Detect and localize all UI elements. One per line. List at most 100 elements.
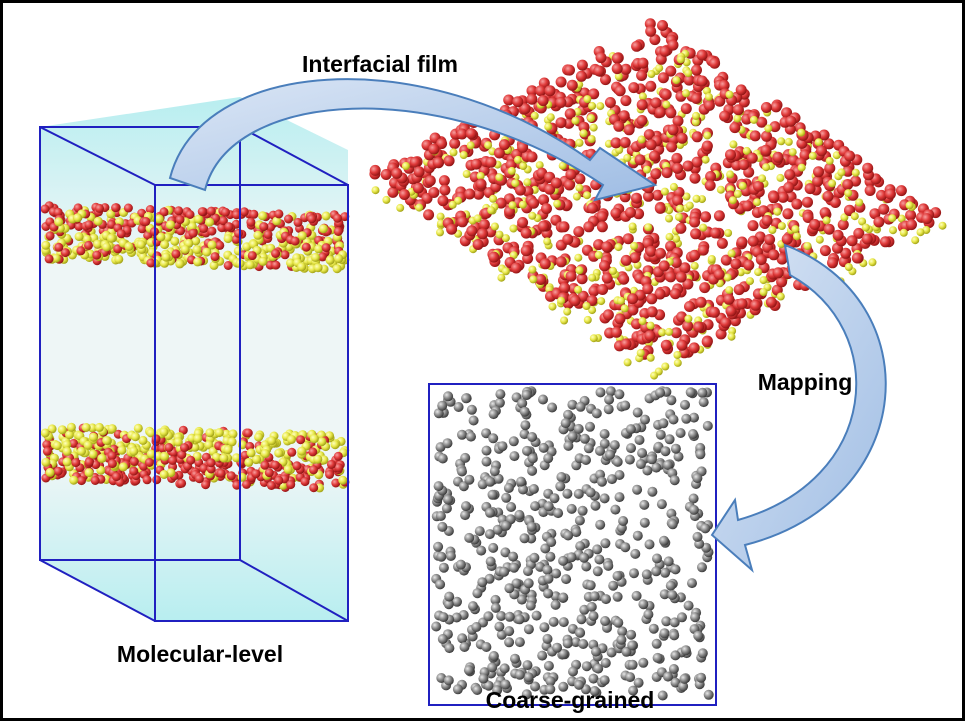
particle bbox=[543, 660, 554, 671]
particle bbox=[579, 604, 590, 615]
particle bbox=[620, 400, 631, 411]
particle bbox=[634, 435, 645, 445]
particle bbox=[206, 458, 216, 468]
particle bbox=[40, 204, 50, 214]
particle bbox=[202, 247, 212, 257]
particle bbox=[280, 250, 290, 260]
particle bbox=[223, 445, 233, 455]
particle bbox=[689, 172, 701, 184]
particle bbox=[676, 311, 688, 323]
particle bbox=[194, 214, 203, 224]
particle bbox=[563, 307, 572, 316]
particle bbox=[562, 488, 573, 499]
particle bbox=[522, 660, 533, 671]
particle bbox=[542, 633, 553, 644]
particle bbox=[622, 233, 634, 245]
particle bbox=[443, 155, 455, 167]
particle bbox=[688, 342, 700, 354]
particle bbox=[563, 179, 575, 191]
particle bbox=[650, 371, 659, 380]
particle bbox=[244, 457, 254, 467]
particle bbox=[691, 118, 700, 126]
particle bbox=[683, 600, 694, 611]
particle bbox=[141, 217, 151, 226]
particle bbox=[488, 433, 499, 444]
particle bbox=[498, 139, 510, 151]
particle bbox=[844, 204, 855, 216]
particle bbox=[644, 330, 656, 342]
particle bbox=[566, 552, 577, 563]
particle bbox=[682, 320, 694, 332]
particle bbox=[864, 185, 876, 196]
particle bbox=[690, 93, 702, 104]
particle bbox=[655, 387, 666, 398]
particle bbox=[472, 685, 483, 695]
particle bbox=[466, 404, 477, 415]
particle bbox=[633, 208, 645, 220]
particle bbox=[579, 552, 590, 563]
particle bbox=[614, 492, 625, 503]
particle bbox=[677, 612, 687, 623]
particle bbox=[572, 192, 581, 201]
particle bbox=[84, 468, 94, 478]
particle bbox=[504, 611, 515, 622]
particle bbox=[326, 459, 336, 469]
particle bbox=[452, 684, 463, 695]
particle bbox=[561, 574, 572, 585]
particle bbox=[684, 314, 693, 323]
particle bbox=[433, 481, 444, 492]
particle bbox=[111, 203, 121, 213]
particle bbox=[243, 428, 253, 438]
particle bbox=[333, 227, 343, 236]
particle bbox=[437, 453, 448, 464]
particle bbox=[271, 260, 281, 270]
particle bbox=[451, 612, 462, 623]
particle bbox=[529, 552, 540, 563]
particle bbox=[445, 551, 456, 561]
particle bbox=[174, 206, 184, 216]
particle bbox=[118, 462, 128, 472]
particle bbox=[558, 221, 570, 233]
particle bbox=[625, 424, 636, 435]
particle bbox=[791, 198, 803, 210]
particle bbox=[700, 211, 712, 223]
particle bbox=[673, 451, 684, 462]
particle bbox=[632, 530, 643, 541]
particle bbox=[626, 443, 636, 454]
particle bbox=[672, 76, 681, 85]
particle bbox=[784, 169, 796, 181]
particle bbox=[487, 489, 498, 500]
particle bbox=[713, 210, 725, 222]
simulation-box bbox=[39, 126, 349, 622]
particle bbox=[630, 548, 641, 559]
particle bbox=[478, 673, 489, 684]
particle bbox=[52, 441, 62, 451]
particle bbox=[627, 293, 639, 305]
particle bbox=[601, 272, 613, 284]
particle bbox=[464, 474, 475, 485]
particle bbox=[53, 207, 63, 217]
particle bbox=[589, 591, 600, 602]
particle bbox=[537, 220, 549, 232]
particle bbox=[597, 476, 607, 487]
particle bbox=[114, 254, 124, 264]
particle bbox=[274, 475, 284, 485]
particle bbox=[685, 387, 696, 398]
particle bbox=[661, 362, 670, 371]
particle bbox=[492, 524, 503, 535]
particle bbox=[842, 165, 854, 177]
particle bbox=[521, 389, 532, 400]
particle bbox=[614, 243, 623, 252]
particle bbox=[695, 296, 707, 308]
particle bbox=[144, 458, 154, 467]
particle bbox=[71, 458, 81, 468]
particle bbox=[768, 249, 780, 261]
particle bbox=[581, 661, 592, 672]
particle bbox=[733, 189, 742, 198]
particle bbox=[634, 154, 646, 166]
particle bbox=[551, 568, 562, 579]
particle bbox=[556, 472, 567, 482]
particle bbox=[665, 65, 677, 77]
particle bbox=[727, 332, 736, 341]
particle bbox=[497, 273, 506, 282]
